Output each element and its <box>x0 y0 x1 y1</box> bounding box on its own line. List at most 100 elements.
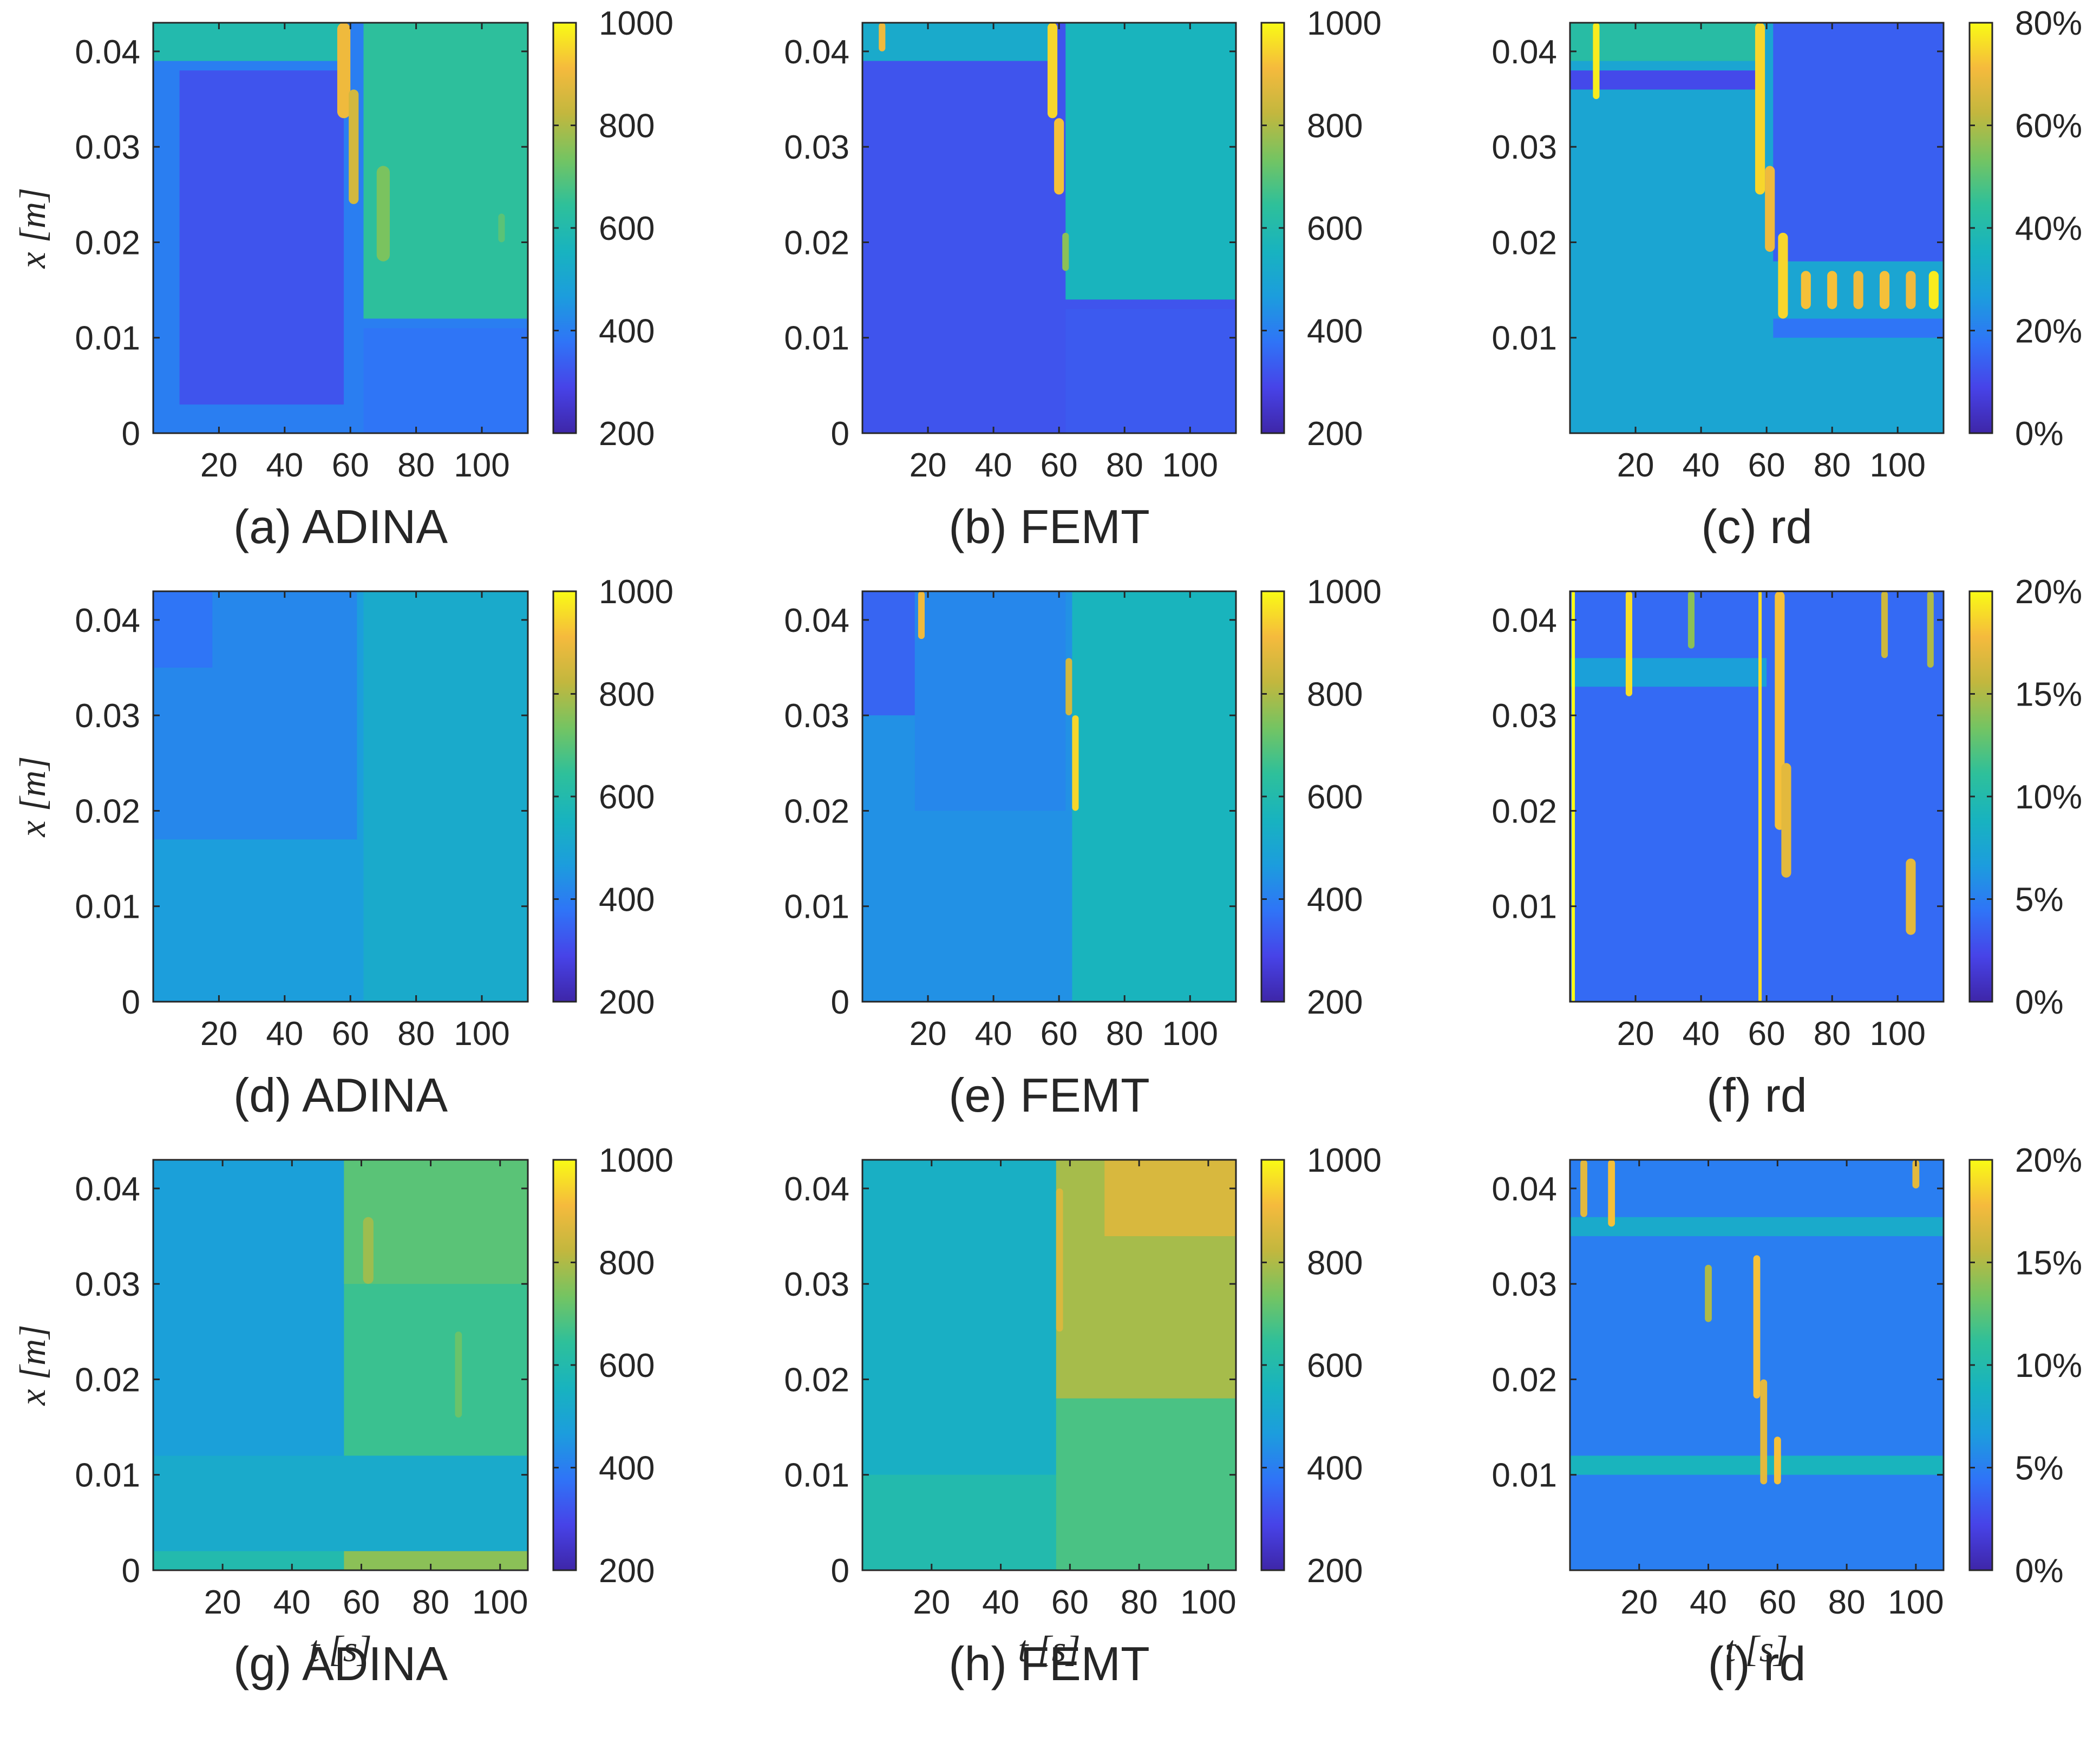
y-tick-label: 0.02 <box>75 224 140 262</box>
colorbar-tick-label: 80% <box>2015 5 2082 42</box>
y-axis-label: x [m] <box>12 187 53 269</box>
heatmap-streak <box>1572 591 1575 1002</box>
colorbar-tick-label: 40% <box>2015 210 2082 247</box>
plot-area <box>862 1160 1236 1570</box>
colorbar-tick-label: 1000 <box>599 573 673 611</box>
colorbar: 200 400 600 800 1000 <box>1260 5 1382 453</box>
y-tick-label: 0.03 <box>784 697 849 735</box>
x-tick-label: 60 <box>343 1584 380 1621</box>
x-tick-label: 100 <box>472 1584 528 1621</box>
x-tick-label: 20 <box>200 1015 238 1053</box>
x-tick-label: 100 <box>1870 447 1926 484</box>
x-tick-label: 40 <box>273 1584 311 1621</box>
colorbar-tick-label: 200 <box>1307 415 1363 453</box>
heatmap-region <box>1773 318 1944 338</box>
y-tick-label: 0 <box>831 984 849 1021</box>
x-tick-label: 40 <box>975 447 1012 484</box>
x-tick-label: 60 <box>1051 1584 1089 1621</box>
heatmap-streak <box>1827 271 1837 309</box>
colorbar-tick-label: 400 <box>1307 881 1363 919</box>
colorbar-tick-label: 15% <box>2015 676 2082 714</box>
x-tick-label: 20 <box>200 447 238 484</box>
heatmap-streak <box>1778 232 1788 319</box>
x-tick-label: 20 <box>1617 1015 1654 1053</box>
y-axis-label: x [m] <box>12 1324 53 1406</box>
x-tick-label: 80 <box>1106 447 1143 484</box>
colorbar: 200 400 600 800 1000 <box>552 5 673 453</box>
y-tick-label: 0.02 <box>784 224 849 262</box>
heatmap-streak <box>1881 591 1888 658</box>
heatmap-region <box>862 23 1053 61</box>
heatmap-streak <box>1853 271 1863 309</box>
colorbar-tick-label: 800 <box>1307 1245 1363 1282</box>
heatmap-streak <box>1906 271 1916 309</box>
colorbar-tick-label: 400 <box>599 881 655 919</box>
heatmap-streak <box>1758 591 1762 1002</box>
colorbar-tick-label: 20% <box>2015 573 2082 611</box>
x-tick-label: 80 <box>397 447 435 484</box>
y-tick-label: 0.03 <box>784 1266 849 1303</box>
x-tick-label: 60 <box>1748 447 1785 484</box>
x-tick-label: 20 <box>913 1584 950 1621</box>
heatmap-region <box>1570 23 1761 61</box>
x-axis-label: t [s] <box>309 1628 371 1669</box>
y-tick-label: 0.04 <box>784 1171 849 1208</box>
heatmap-region <box>862 591 915 716</box>
heatmap-region <box>914 591 1066 811</box>
x-tick-label: 100 <box>1888 1584 1944 1621</box>
colorbar-tick-label: 5% <box>2015 1450 2064 1487</box>
y-tick-label: 0.02 <box>75 793 140 830</box>
panel-i: 20 40 60 80 100 0.01 0.02 0.03 0.04 t [s](i) rd 0%… <box>1491 1142 2082 1690</box>
y-tick-label: 0.03 <box>75 129 140 166</box>
y-tick-label: 0 <box>122 415 140 453</box>
y-tick-label: 0.01 <box>1491 889 1557 926</box>
heatmap-region <box>862 1474 1056 1570</box>
heatmap-streak <box>1755 23 1765 195</box>
heatmap-streak <box>363 1217 374 1284</box>
heatmap-streak <box>1781 763 1791 878</box>
heatmap-streak <box>1065 658 1072 716</box>
x-tick-label: 100 <box>1180 1584 1236 1621</box>
axes-box <box>1569 1159 1945 1571</box>
y-tick-label: 0.04 <box>75 1171 140 1208</box>
heatmap-region <box>1570 1455 1944 1475</box>
x-tick-label: 80 <box>1106 1015 1143 1053</box>
heatmap-streak <box>1912 1160 1920 1189</box>
colorbar-tick-label: 200 <box>1307 984 1363 1021</box>
heatmap-streak <box>1687 591 1695 649</box>
panel-caption: (b) FEMT <box>948 500 1150 553</box>
x-tick-label: 100 <box>1870 1015 1926 1053</box>
y-tick-label: 0 <box>122 1552 140 1590</box>
colorbar-tick-label: 400 <box>1307 313 1363 350</box>
heatmap-region <box>1065 309 1236 433</box>
heatmap-streak <box>498 213 505 243</box>
colorbar-tick-label: 1000 <box>599 1142 673 1179</box>
heatmap-region <box>344 1551 528 1570</box>
colorbar-tick-label: 800 <box>1307 108 1363 145</box>
colorbar-tick-label: 1000 <box>1307 5 1382 42</box>
x-tick-label: 60 <box>332 1015 369 1053</box>
heatmap-region <box>363 23 528 319</box>
y-tick-label: 0.03 <box>1491 697 1557 735</box>
x-tick-label: 40 <box>1683 1015 1720 1053</box>
y-tick-label: 0.01 <box>75 889 140 926</box>
x-tick-label: 40 <box>982 1584 1019 1621</box>
heatmap-region <box>1072 591 1236 1002</box>
panel-caption: (i) rd <box>1708 1637 1806 1690</box>
heatmap-region <box>1065 23 1236 300</box>
colorbar-tick-label: 600 <box>599 779 655 816</box>
y-tick-label: 0.04 <box>784 34 849 71</box>
heatmap-region <box>1570 70 1761 90</box>
x-tick-label: 80 <box>397 1015 435 1053</box>
colorbar-tick-label: 600 <box>1307 779 1363 816</box>
x-tick-label: 80 <box>1121 1584 1158 1621</box>
colorbar-tick-label: 400 <box>599 313 655 350</box>
x-tick-label: 80 <box>412 1584 449 1621</box>
colorbar: 0% 5% 10% 15% 20% <box>1968 573 2082 1021</box>
axes-box <box>152 590 529 1003</box>
colorbar: 200 400 600 800 1000 <box>1260 1142 1382 1590</box>
colorbar-tick-label: 5% <box>2015 881 2064 919</box>
heatmap-streak <box>1879 271 1890 309</box>
